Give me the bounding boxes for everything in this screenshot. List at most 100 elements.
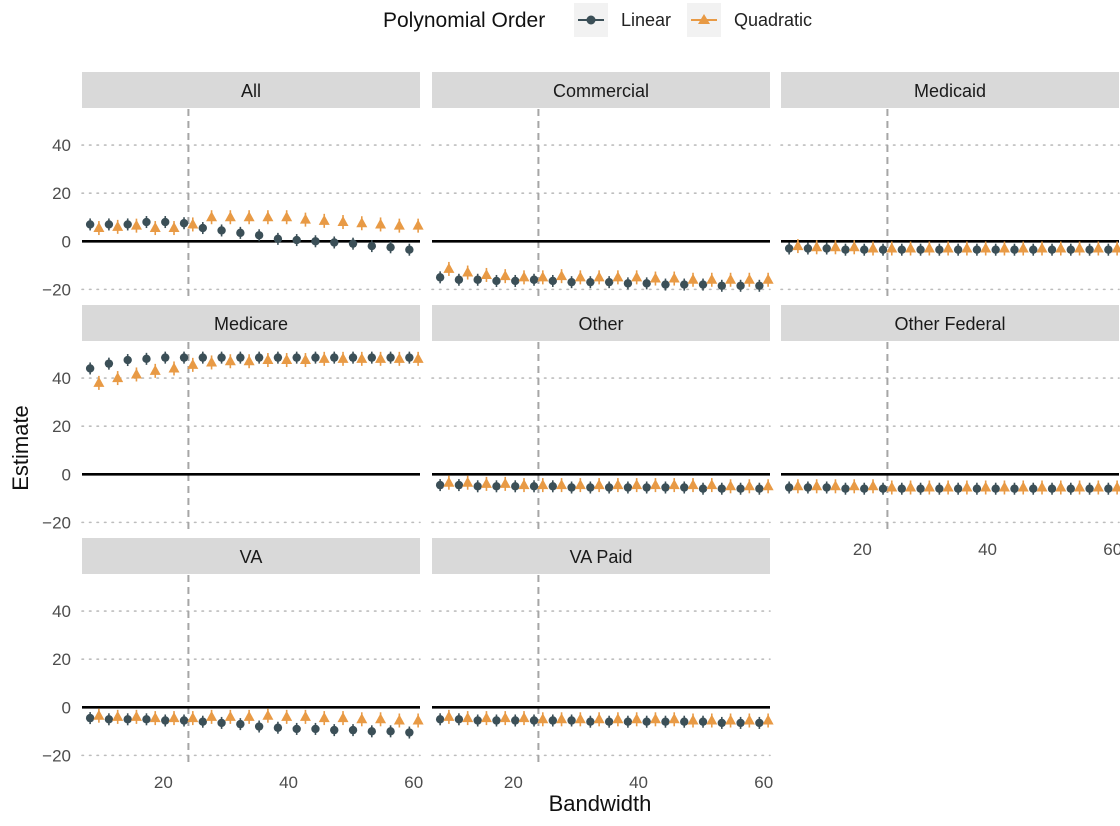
point-linear — [803, 244, 813, 253]
point-linear — [604, 717, 614, 726]
facet-panel-other: Other — [431, 305, 774, 532]
facet-panel-medicare: Medicare −20 0 20 40 — [42, 305, 424, 532]
point-quadratic — [187, 712, 199, 723]
point-linear — [972, 484, 982, 493]
facet-strip-label: Medicaid — [914, 81, 986, 101]
point-quadratic — [318, 352, 330, 363]
point-quadratic — [443, 476, 455, 487]
point-linear — [85, 713, 95, 723]
point-linear — [217, 226, 226, 235]
point-linear — [292, 353, 301, 362]
point-quadratic — [725, 273, 737, 284]
point-quadratic — [537, 713, 549, 724]
point-quadratic — [593, 271, 605, 282]
facet-strip-label: Medicare — [214, 314, 288, 334]
point-quadratic — [762, 273, 774, 284]
point-quadratic — [811, 480, 823, 491]
facet-strip — [781, 72, 1119, 108]
point-quadratic — [480, 268, 492, 279]
point-linear — [784, 483, 794, 492]
point-quadratic — [725, 480, 737, 491]
point-linear — [435, 715, 445, 724]
point-quadratic — [243, 211, 255, 222]
point-quadratic — [612, 713, 624, 724]
point-linear — [435, 273, 445, 282]
point-quadratic — [1111, 481, 1120, 492]
legend-key-linear-marker — [586, 15, 596, 25]
point-linear — [717, 281, 727, 290]
point-quadratic — [574, 479, 586, 490]
point-quadratic — [356, 352, 368, 363]
point-linear — [916, 484, 925, 493]
point-linear — [330, 238, 339, 247]
point-linear — [473, 275, 482, 284]
point-quadratic — [706, 273, 718, 284]
point-quadratic — [262, 211, 274, 222]
point-linear — [1047, 484, 1057, 493]
point-linear — [972, 245, 982, 254]
point-linear — [311, 353, 320, 362]
point-linear — [803, 483, 813, 492]
point-linear — [330, 353, 339, 362]
point-linear — [642, 717, 651, 726]
point-linear — [473, 716, 482, 725]
point-quadratic — [112, 220, 124, 231]
point-linear — [878, 484, 888, 493]
point-linear — [405, 245, 414, 254]
facet-panel-other-federal: Other Federal 20 40 60 — [780, 305, 1120, 559]
point-quadratic — [867, 480, 879, 491]
point-quadratic — [337, 352, 349, 363]
point-linear — [273, 234, 283, 244]
point-quadratic — [130, 219, 142, 230]
point-linear — [198, 353, 208, 362]
point-quadratic — [574, 713, 586, 724]
point-quadratic — [867, 242, 879, 253]
point-quadratic — [281, 354, 293, 365]
point-quadratic — [168, 712, 180, 723]
point-linear — [254, 353, 264, 362]
point-linear — [567, 716, 576, 725]
point-quadratic — [1036, 242, 1048, 253]
point-linear — [292, 235, 301, 245]
point-quadratic — [375, 352, 387, 363]
point-quadratic — [631, 713, 643, 724]
facet-strip — [432, 538, 770, 574]
point-quadratic — [318, 712, 330, 723]
point-linear — [529, 482, 539, 491]
point-linear — [492, 482, 501, 491]
point-quadratic — [668, 479, 680, 490]
x-tick-label: 20 — [504, 773, 523, 792]
point-linear — [492, 276, 501, 286]
point-quadratic — [886, 242, 898, 253]
point-quadratic — [375, 713, 387, 724]
point-linear — [755, 718, 764, 728]
point-quadratic — [318, 214, 330, 225]
point-linear — [698, 280, 708, 289]
point-quadratic — [792, 480, 804, 491]
point-linear — [991, 484, 1000, 493]
point-quadratic — [412, 352, 424, 363]
facet-strip-label: VA — [240, 547, 263, 567]
facet-strip — [432, 72, 770, 108]
point-quadratic — [462, 266, 474, 277]
x-axis-label: Bandwidth — [549, 791, 652, 816]
point-linear — [567, 277, 576, 287]
point-quadratic — [668, 272, 680, 283]
point-linear — [311, 237, 320, 246]
point-linear — [273, 723, 283, 732]
point-linear — [104, 220, 114, 229]
point-quadratic — [848, 480, 860, 491]
point-linear — [991, 245, 1000, 254]
point-quadratic — [224, 355, 236, 366]
point-linear — [548, 276, 558, 286]
point-quadratic — [1055, 242, 1067, 253]
y-tick-label: 40 — [52, 136, 71, 155]
point-quadratic — [537, 479, 549, 490]
point-quadratic — [337, 216, 349, 227]
y-tick-label: 0 — [62, 465, 71, 484]
point-linear — [473, 482, 482, 491]
point-linear — [736, 484, 745, 493]
point-linear — [1085, 484, 1094, 493]
point-linear — [661, 280, 670, 289]
point-quadratic — [649, 272, 661, 283]
